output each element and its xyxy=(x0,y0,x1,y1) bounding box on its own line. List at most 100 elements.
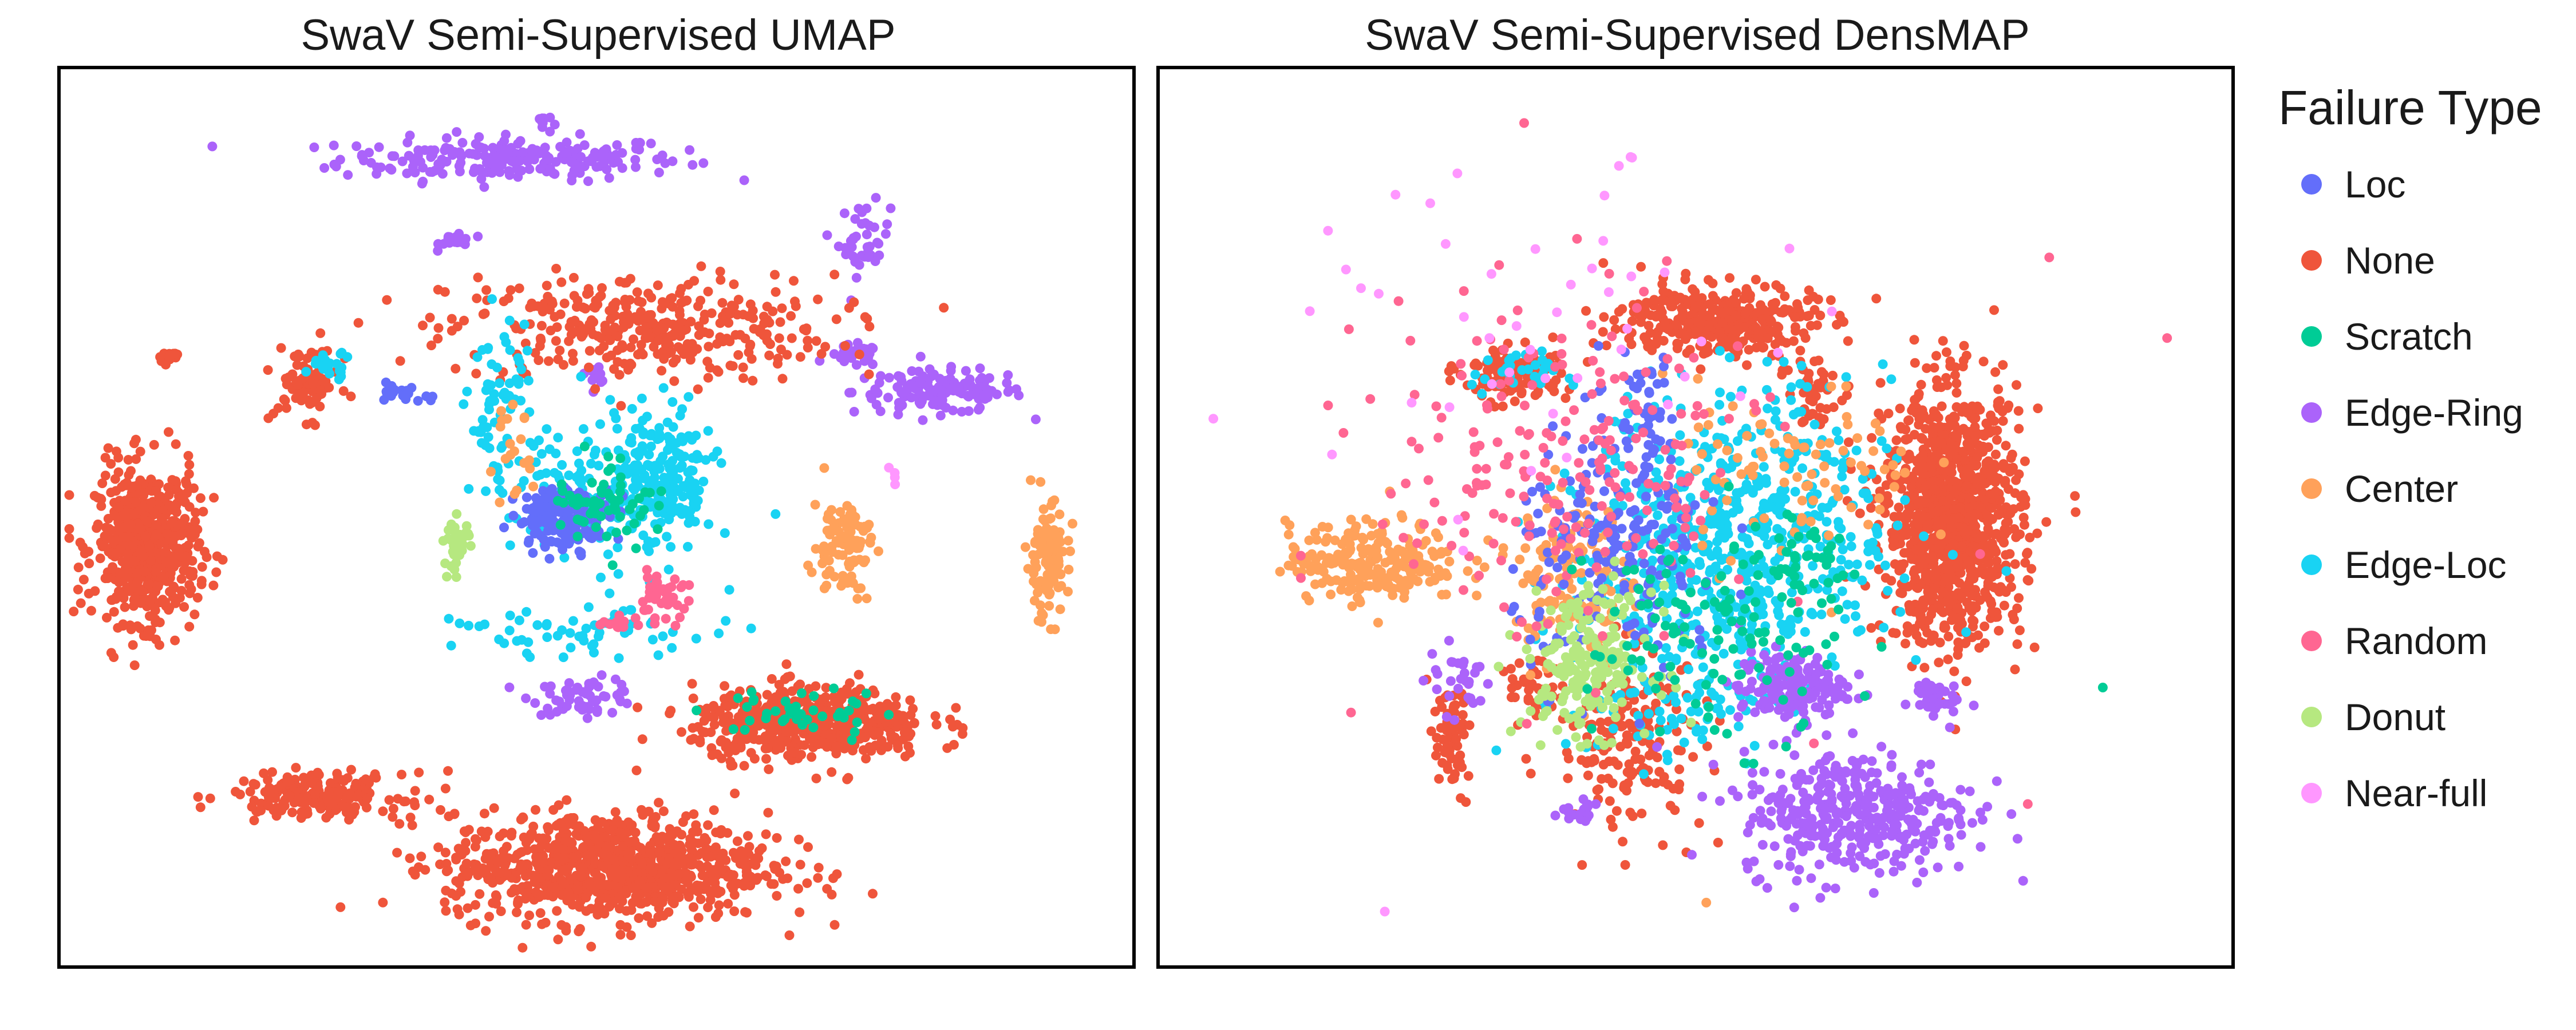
umap-point-scratch xyxy=(829,683,839,694)
umap-point-none xyxy=(103,443,113,453)
umap-point-none xyxy=(161,557,171,568)
umap-point-none xyxy=(84,558,94,569)
umap-point-none xyxy=(625,274,635,284)
umap-point-none xyxy=(544,865,554,876)
umap-point-edge-ring xyxy=(915,376,926,386)
umap-point-none xyxy=(183,540,193,550)
densmap-point-none xyxy=(2070,491,2080,501)
umap-point-none xyxy=(73,562,84,573)
umap-point-none xyxy=(528,821,539,831)
umap-point-none xyxy=(697,727,708,736)
umap-point-none xyxy=(407,820,417,830)
umap-point-none xyxy=(637,734,647,744)
umap-point-edge-ring xyxy=(444,235,455,245)
umap-point-none xyxy=(538,855,548,865)
umap-point-scratch xyxy=(553,496,563,506)
umap-point-edge-ring xyxy=(546,681,556,691)
umap-point-none xyxy=(75,537,85,548)
umap-point-none xyxy=(353,318,364,328)
umap-point-none xyxy=(158,506,168,516)
densmap-point-none xyxy=(1901,435,1911,445)
densmap-point-none xyxy=(1922,363,1932,373)
umap-point-none xyxy=(822,884,832,894)
umap-point-none xyxy=(653,280,663,291)
umap-point-none xyxy=(717,298,728,308)
umap-point-none xyxy=(306,778,317,788)
umap-point-none xyxy=(761,754,771,764)
umap-point-none xyxy=(553,934,563,945)
umap-point-none xyxy=(647,918,657,928)
umap-point-none xyxy=(426,340,436,351)
umap-point-none xyxy=(436,805,445,815)
densmap-point-none xyxy=(2001,518,2011,528)
umap-point-none xyxy=(198,506,208,517)
umap-point-none xyxy=(900,727,910,736)
umap-point-edge-loc xyxy=(331,359,342,369)
umap-point-none xyxy=(716,886,726,897)
umap-point-none xyxy=(200,546,210,557)
umap-point-none xyxy=(650,821,660,831)
densmap-plot-area xyxy=(1156,66,2235,969)
umap-point-edge-loc xyxy=(481,486,491,496)
umap-point-none xyxy=(722,871,733,882)
umap-point-none xyxy=(291,763,301,773)
umap-point-edge-ring xyxy=(984,373,994,383)
umap-point-edge-loc xyxy=(523,375,534,386)
densmap-point-none xyxy=(2026,564,2037,574)
umap-point-none xyxy=(627,898,638,908)
densmap-point-none xyxy=(1970,413,1981,423)
umap-point-none xyxy=(115,568,125,579)
umap-point-none xyxy=(161,546,171,557)
umap-point-none xyxy=(558,360,568,370)
umap-point-edge-ring xyxy=(331,161,341,172)
umap-point-center xyxy=(1033,588,1043,598)
umap-point-edge-ring xyxy=(1012,384,1021,394)
umap-point-none xyxy=(658,894,668,904)
umap-point-center xyxy=(1048,554,1058,565)
densmap-point-none xyxy=(1999,600,2009,611)
umap-point-random xyxy=(650,613,660,623)
umap-point-edge-ring xyxy=(871,193,881,203)
umap-point-center xyxy=(842,530,852,540)
umap-point-donut xyxy=(449,522,460,533)
umap-point-edge-loc xyxy=(663,564,674,575)
umap-point-none xyxy=(676,284,686,294)
umap-point-loc xyxy=(389,385,400,395)
umap-point-none xyxy=(594,346,605,355)
umap-point-none xyxy=(707,750,717,760)
umap-point-center xyxy=(1056,581,1066,591)
umap-point-center xyxy=(497,415,507,426)
umap-point-edge-ring xyxy=(452,237,463,248)
umap-point-loc xyxy=(540,542,550,552)
umap-point-none xyxy=(650,897,660,907)
umap-point-scratch xyxy=(809,691,819,701)
umap-point-none xyxy=(842,774,852,785)
umap-point-none xyxy=(308,379,318,389)
umap-point-none xyxy=(738,373,748,383)
umap-point-edge-ring xyxy=(402,168,412,179)
densmap-point-none xyxy=(2012,380,2021,390)
densmap-point-none xyxy=(1943,631,1954,641)
umap-point-none xyxy=(571,302,582,312)
umap-point-near-full xyxy=(890,472,900,482)
umap-point-edge-ring xyxy=(574,163,584,173)
umap-point-edge-ring xyxy=(739,175,749,185)
umap-point-none xyxy=(559,298,570,308)
umap-point-none xyxy=(642,911,653,921)
umap-point-none xyxy=(86,605,96,616)
umap-point-edge-loc xyxy=(650,537,661,547)
umap-point-edge-loc xyxy=(487,294,497,304)
umap-point-edge-ring xyxy=(583,176,593,187)
umap-point-none xyxy=(145,556,156,566)
umap-point-none xyxy=(868,703,878,714)
umap-point-none xyxy=(140,566,150,577)
umap-point-none xyxy=(626,342,636,352)
umap-point-edge-loc xyxy=(596,572,606,583)
umap-point-none xyxy=(273,403,283,413)
umap-point-edge-ring xyxy=(880,229,891,239)
umap-point-none xyxy=(629,334,638,344)
umap-point-none xyxy=(555,818,566,828)
umap-point-none xyxy=(703,373,713,383)
umap-point-none xyxy=(165,501,175,512)
umap-point-none xyxy=(630,827,641,838)
